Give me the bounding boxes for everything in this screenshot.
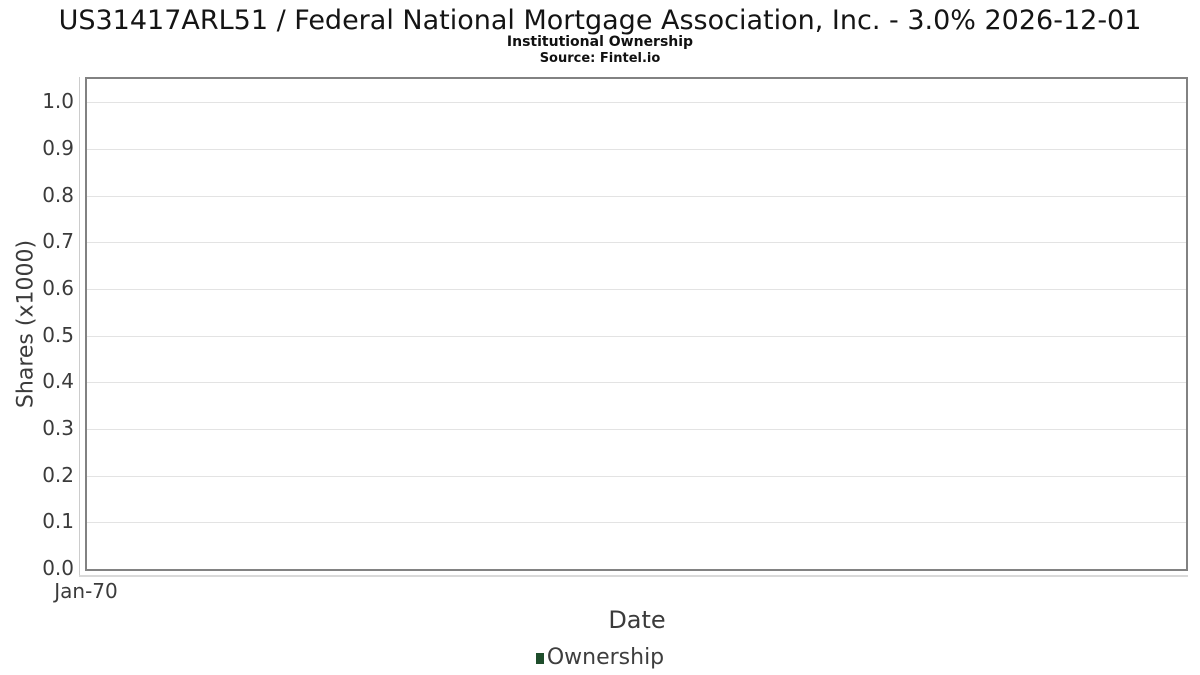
y-axis-line: [79, 77, 80, 577]
y-tick-label: 0.2: [42, 463, 74, 487]
y-tick-label: 0.6: [42, 276, 74, 300]
gridline: [87, 242, 1186, 243]
gridline: [87, 149, 1186, 150]
y-axis-title: Shares (x1000): [13, 239, 39, 409]
y-tick-label: 0.5: [42, 323, 74, 347]
y-tick-label: 0.3: [42, 416, 74, 440]
y-axis-tick-labels: 0.0 0.1 0.2 0.3 0.4 0.5 0.6 0.7 0.8 0.9 1.0: [0, 78, 74, 580]
x-axis-line: [79, 575, 1188, 577]
gridline: [87, 196, 1186, 197]
gridline: [87, 336, 1186, 337]
gridline: [87, 382, 1186, 383]
legend-swatch-icon: [535, 652, 544, 664]
legend-label: Ownership: [546, 645, 665, 670]
gridline: [87, 102, 1186, 103]
chart-source: Source: Fintel.io: [539, 51, 661, 66]
gridline: [87, 476, 1186, 477]
chart-subtitle: Institutional Ownership: [506, 34, 694, 50]
legend: Ownership: [0, 645, 1200, 671]
x-axis-title: Date: [608, 606, 666, 634]
chart-title: US31417ARL51 / Federal National Mortgage…: [58, 5, 1142, 36]
y-tick-label: 0.8: [42, 183, 74, 207]
plot-area: [85, 77, 1188, 571]
y-tick-label: 0.1: [42, 509, 74, 533]
gridline: [87, 429, 1186, 430]
gridline: [87, 522, 1186, 523]
x-tick-label: Jan-70: [54, 579, 118, 603]
gridline: [87, 289, 1186, 290]
y-tick-label: 0.9: [42, 136, 74, 160]
y-tick-label: 0.7: [42, 229, 74, 253]
y-tick-label: 1.0: [42, 89, 74, 113]
y-tick-label: 0.4: [42, 369, 74, 393]
y-tick-label: 0.0: [42, 556, 74, 580]
